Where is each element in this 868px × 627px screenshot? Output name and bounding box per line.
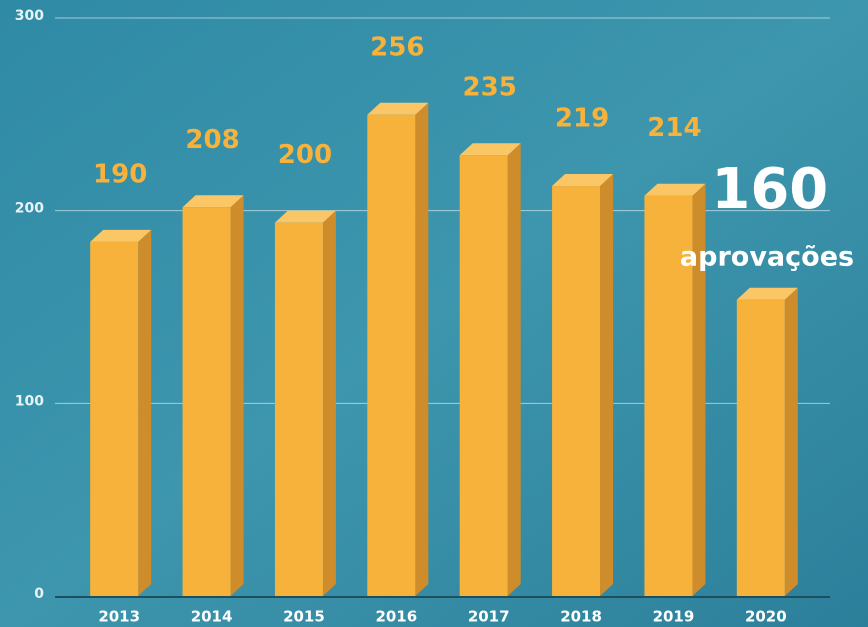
chart: 0 100 200 300 2013 190 2014 208 2015 200 2016 256 20… <box>0 0 868 627</box>
y-tick-label: 100 <box>15 393 44 409</box>
x-tick-label: 2014 <box>191 608 233 626</box>
bar <box>183 207 231 596</box>
bar <box>367 115 415 596</box>
x-tick-label: 2015 <box>283 608 325 626</box>
bar-side <box>415 103 428 596</box>
y-tick-label: 300 <box>15 8 44 24</box>
bar <box>90 242 138 596</box>
x-tick-label: 2019 <box>653 608 695 626</box>
bar-side <box>231 195 244 596</box>
annotation: aprovações <box>680 242 854 273</box>
value-label: 208 <box>185 125 239 155</box>
value-label: 219 <box>555 104 609 134</box>
y-tick-label: 0 <box>34 586 44 602</box>
y-tick-label: 200 <box>15 201 44 217</box>
bar-side <box>138 230 151 596</box>
x-tick-label: 2016 <box>375 608 417 626</box>
bar <box>737 300 785 596</box>
value-label: 160 <box>711 157 828 222</box>
bar-side <box>785 288 798 596</box>
bar-side <box>323 211 336 596</box>
bar-side <box>508 143 521 596</box>
x-tick-label: 2018 <box>560 608 602 626</box>
x-tick-label: 2017 <box>468 608 510 626</box>
bar <box>275 223 323 596</box>
value-label: 214 <box>647 113 701 143</box>
bar <box>460 155 508 596</box>
value-label: 200 <box>278 140 332 170</box>
value-label: 190 <box>93 159 147 189</box>
value-label: 235 <box>463 73 517 103</box>
x-tick-label: 2013 <box>98 608 140 626</box>
x-tick-label: 2020 <box>745 608 787 626</box>
bar <box>552 186 600 596</box>
value-label: 256 <box>370 32 424 62</box>
bar-side <box>600 174 613 596</box>
